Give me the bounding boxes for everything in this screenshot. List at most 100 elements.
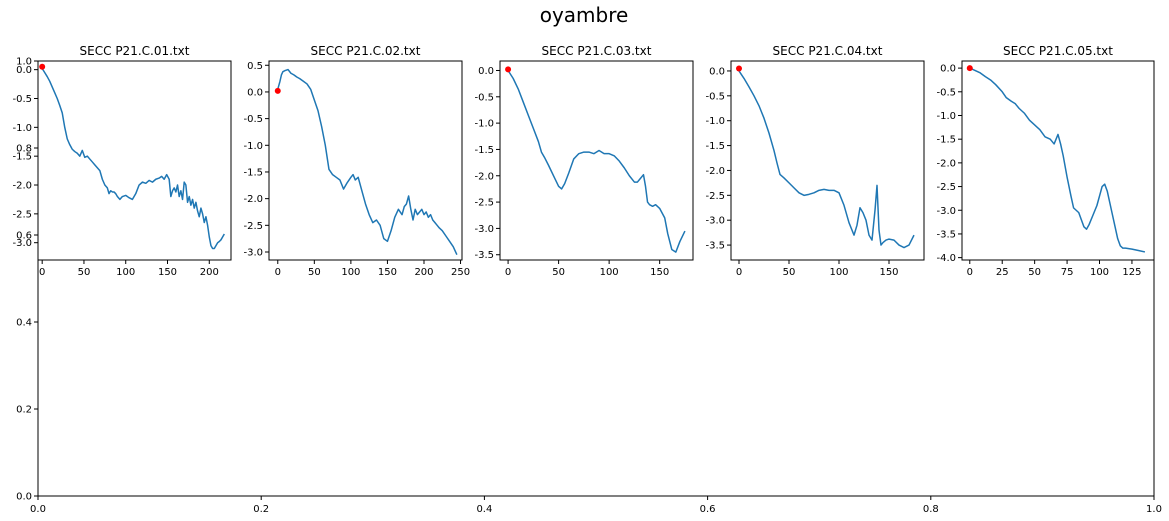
background-y-tick-label: 0.0 xyxy=(16,492,32,503)
y-tick-label: -1.0 xyxy=(243,141,263,152)
subplot-frame xyxy=(37,60,232,261)
y-tick-label: -1.5 xyxy=(705,141,725,152)
y-tick-label: -1.0 xyxy=(705,116,725,127)
y-tick-label: -2.0 xyxy=(243,194,263,205)
series-line xyxy=(41,68,225,250)
y-tick-label: -1.5 xyxy=(243,167,263,178)
y-tick-label: -0.5 xyxy=(12,94,32,105)
background-y-tick-label: 0.2 xyxy=(16,405,32,416)
background-x-tick-label: 1.0 xyxy=(1146,504,1162,515)
subplot-5: SECC P21.C.05.txt 0 25 50 75 100 125 0.0 -0.5 -1.… xyxy=(936,44,1155,278)
series-line xyxy=(969,67,1146,253)
x-tick-label: 50 xyxy=(1028,267,1041,278)
y-tick-label: 0.0 xyxy=(16,65,32,76)
y-tick-label: -2.0 xyxy=(936,158,956,169)
subplot-title: SECC P21.C.03.txt xyxy=(542,44,652,58)
subplot-frame xyxy=(730,60,925,261)
subplot-frame xyxy=(499,60,694,261)
y-tick-label: -3.0 xyxy=(936,206,956,217)
background-y-tick-label: 0.6 xyxy=(16,231,32,242)
y-tick-label: -3.5 xyxy=(936,229,956,240)
series-line xyxy=(738,70,915,249)
subplot-frame xyxy=(961,60,1155,261)
series-line xyxy=(507,70,686,253)
x-tick-label: 150 xyxy=(879,267,898,278)
x-tick-label: 125 xyxy=(1122,267,1141,278)
y-tick-label: -1.0 xyxy=(12,123,32,134)
x-tick-label: 0 xyxy=(736,267,742,278)
subplot-face xyxy=(731,61,924,260)
y-tick-label: -2.5 xyxy=(12,209,32,220)
x-tick-label: 25 xyxy=(996,267,1009,278)
figure-title: oyambre xyxy=(540,3,629,27)
y-tick-label: -2.5 xyxy=(705,191,725,202)
y-tick-label: -3.0 xyxy=(705,216,725,227)
x-tick-label: 50 xyxy=(308,267,321,278)
y-tick-label: -2.0 xyxy=(12,181,32,192)
series-line xyxy=(277,68,458,255)
x-tick-label: 0 xyxy=(505,267,511,278)
subplot-frame xyxy=(268,60,463,261)
start-point-marker xyxy=(39,63,46,70)
y-tick-label: -1.5 xyxy=(936,135,956,146)
x-tick-label: 50 xyxy=(78,267,91,278)
start-point-marker xyxy=(736,65,742,72)
y-tick-label: -0.5 xyxy=(474,92,494,103)
y-tick-label: 0.0 xyxy=(247,87,263,98)
y-tick-label: -2.5 xyxy=(474,198,494,209)
y-tick-label: -0.5 xyxy=(936,87,956,98)
y-tick-label: -3.0 xyxy=(12,238,32,249)
x-tick-label: 100 xyxy=(116,267,135,278)
start-point-marker xyxy=(505,66,512,73)
subplot-3: SECC P21.C.03.txt 0 50 100 150 0.0 -0.5 -1.0 -1.… xyxy=(474,44,694,278)
y-tick-label: 0.0 xyxy=(940,64,956,75)
subplot-title: SECC P21.C.02.txt xyxy=(311,44,421,58)
y-tick-label: -3.5 xyxy=(474,250,494,261)
y-tick-label: -3.0 xyxy=(474,224,494,235)
x-tick-label: 150 xyxy=(158,267,177,278)
y-tick-label: -2.0 xyxy=(705,166,725,177)
x-tick-label: 50 xyxy=(552,267,565,278)
x-tick-label: 0 xyxy=(39,267,45,278)
y-tick-label: 0.0 xyxy=(478,66,494,77)
x-tick-label: 200 xyxy=(200,267,219,278)
x-tick-label: 150 xyxy=(650,267,669,278)
y-tick-label: -3.5 xyxy=(705,241,725,252)
y-tick-label: -1.5 xyxy=(12,152,32,163)
y-tick-label: -1.5 xyxy=(474,145,494,156)
y-tick-label: -4.0 xyxy=(936,253,956,264)
subplot-title: SECC P21.C.05.txt xyxy=(1003,44,1113,58)
background-x-tick-label: 0.4 xyxy=(476,504,492,515)
background-y-tick-label: 1.0 xyxy=(16,57,32,68)
start-point-marker xyxy=(966,65,973,72)
y-tick-label: -2.5 xyxy=(243,221,263,232)
x-tick-label: 100 xyxy=(341,267,360,278)
background-y-tick-label: 0.4 xyxy=(16,318,32,329)
x-tick-label: 75 xyxy=(1061,267,1074,278)
subplot-4: SECC P21.C.04.txt 0 50 100 150 0.0 -0.5 -1.0 -1.… xyxy=(705,44,925,278)
x-tick-label: 0 xyxy=(275,267,281,278)
subplot-face xyxy=(269,61,462,260)
y-tick-label: -1.0 xyxy=(936,111,956,122)
subplot-2: SECC P21.C.02.txt 0 50 100 150 200 250 0.5 0.0 -0… xyxy=(243,44,470,278)
background-x-tick-label: 0.6 xyxy=(700,504,716,515)
x-tick-label: 100 xyxy=(1090,267,1109,278)
y-tick-label: -1.0 xyxy=(474,119,494,130)
x-tick-label: 0 xyxy=(967,267,973,278)
start-point-marker xyxy=(274,87,281,94)
y-tick-label: -0.5 xyxy=(705,91,725,102)
y-tick-label: -3.0 xyxy=(243,247,263,258)
x-tick-label: 100 xyxy=(600,267,619,278)
subplot-title: SECC P21.C.04.txt xyxy=(773,44,883,58)
subplot-title: SECC P21.C.01.txt xyxy=(80,44,190,58)
x-tick-label: 250 xyxy=(451,267,470,278)
x-tick-label: 100 xyxy=(829,267,848,278)
y-tick-label: 0.5 xyxy=(247,61,263,72)
y-tick-label: -2.0 xyxy=(474,171,494,182)
background-x-tick-label: 0.2 xyxy=(253,504,269,515)
x-tick-label: 50 xyxy=(783,267,796,278)
subplot-face xyxy=(500,61,693,260)
background-x-tick-label: 0.8 xyxy=(923,504,939,515)
y-tick-label: -2.5 xyxy=(936,182,956,193)
